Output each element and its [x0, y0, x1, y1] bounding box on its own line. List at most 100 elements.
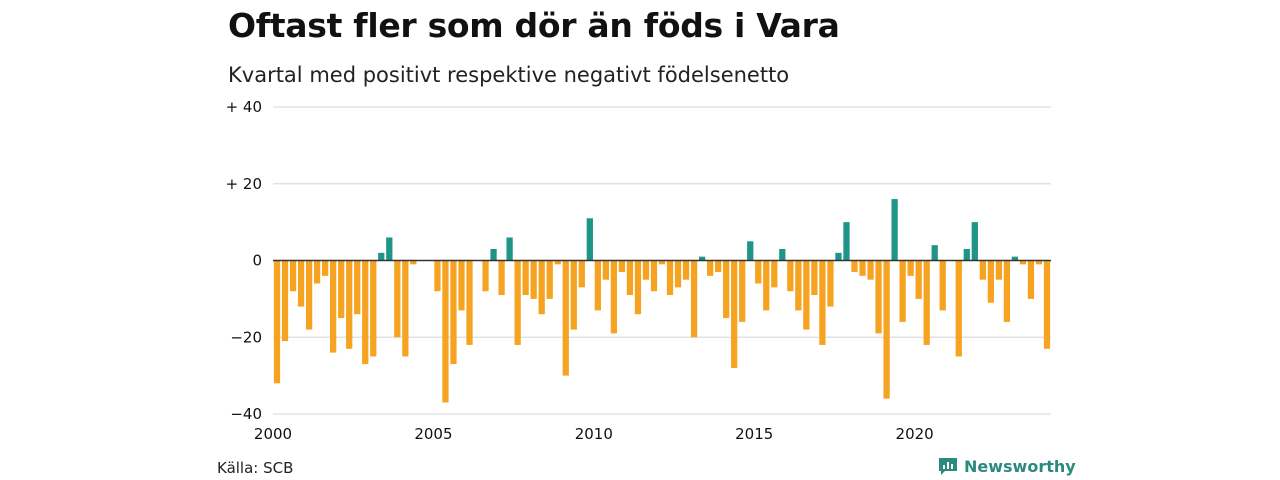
- bar: [739, 260, 746, 322]
- bar: [971, 222, 978, 261]
- bar: [346, 260, 353, 349]
- bar: [891, 199, 898, 261]
- bar: [779, 248, 786, 261]
- bar: [522, 260, 529, 296]
- bar: [602, 260, 609, 280]
- x-tick-label: 2010: [575, 425, 613, 443]
- bar: [626, 260, 634, 296]
- bar: [378, 252, 385, 261]
- brand-name: Newsworthy: [964, 456, 1076, 476]
- bar: [402, 260, 409, 357]
- bar: [1003, 260, 1011, 322]
- bar: [297, 260, 305, 307]
- y-tick-label: + 20: [226, 175, 262, 193]
- bar: [434, 260, 441, 292]
- chart-subtitle: Kvartal med positivt respektive negativt…: [228, 63, 790, 87]
- bar: [979, 260, 986, 280]
- bar: [851, 260, 858, 273]
- y-tick-label: + 40: [226, 98, 262, 116]
- bar: [867, 260, 874, 280]
- bar: [514, 260, 521, 345]
- bar: [610, 260, 618, 334]
- bar: [723, 260, 730, 319]
- bar: [362, 260, 369, 365]
- bar: [618, 260, 626, 273]
- bar: [763, 260, 770, 311]
- bar: [322, 260, 329, 276]
- bar: [330, 260, 337, 353]
- bar: [931, 245, 938, 261]
- chart-title: Oftast fler som dör än föds i Vara: [228, 6, 840, 45]
- bar: [450, 260, 457, 365]
- bar: [1011, 256, 1019, 261]
- bar: [883, 260, 890, 399]
- bar: [490, 248, 497, 261]
- bar: [923, 260, 930, 345]
- bar: [594, 260, 601, 311]
- bar: [530, 260, 537, 299]
- bar: [835, 252, 842, 261]
- bar: [538, 260, 545, 315]
- bar: [707, 260, 714, 276]
- bar: [843, 222, 850, 261]
- bar: [281, 260, 289, 342]
- bar: [570, 260, 577, 330]
- bar: [682, 260, 690, 280]
- bar: [642, 260, 650, 280]
- y-tick-label: −20: [230, 328, 262, 346]
- x-tick-label: 2015: [735, 425, 773, 443]
- brand-logo: Newsworthy: [938, 456, 1076, 476]
- bar: [674, 260, 682, 288]
- bar: [939, 260, 946, 311]
- bar: [394, 260, 401, 338]
- bar: [1043, 260, 1051, 349]
- bar: [305, 260, 313, 330]
- bar: [899, 260, 906, 322]
- bar: [715, 260, 722, 273]
- bar: [586, 218, 593, 261]
- newsworthy-logo-icon: [939, 458, 957, 475]
- bar: [787, 260, 794, 292]
- x-tick-label: 2005: [414, 425, 452, 443]
- bar: [1027, 260, 1035, 299]
- bar: [690, 260, 698, 338]
- y-tick-label: −40: [230, 405, 262, 423]
- bar: [338, 260, 345, 319]
- bar: [370, 260, 377, 357]
- bar: [562, 260, 569, 376]
- bar: [747, 241, 754, 261]
- bar: [410, 260, 417, 265]
- bar: [1019, 260, 1027, 265]
- y-tick-label: 0: [252, 252, 262, 270]
- source-note: Källa: SCB: [217, 459, 294, 477]
- bar: [731, 260, 738, 368]
- bar: [771, 260, 778, 288]
- bar: [658, 260, 666, 265]
- bar: [819, 260, 826, 345]
- bar: [650, 260, 658, 292]
- bar: [995, 260, 1002, 280]
- bar: [907, 260, 914, 276]
- bar: [698, 256, 706, 261]
- bar: [955, 260, 962, 357]
- bar: [827, 260, 834, 307]
- bar: [666, 260, 674, 296]
- bar: [755, 260, 762, 284]
- bar: [554, 260, 561, 265]
- bar: [811, 260, 818, 296]
- bar: [482, 260, 489, 292]
- bar: [313, 260, 321, 284]
- bar: [458, 260, 465, 311]
- bar: [915, 260, 922, 299]
- bar: [354, 260, 361, 315]
- bar: [273, 260, 281, 384]
- bar: [795, 260, 802, 311]
- bar: [498, 260, 505, 296]
- x-tick-label: 2000: [254, 425, 292, 443]
- bar: [634, 260, 642, 315]
- bar: [963, 248, 970, 261]
- x-tick-label: 2020: [896, 425, 934, 443]
- bar: [506, 237, 513, 261]
- bar: [803, 260, 810, 330]
